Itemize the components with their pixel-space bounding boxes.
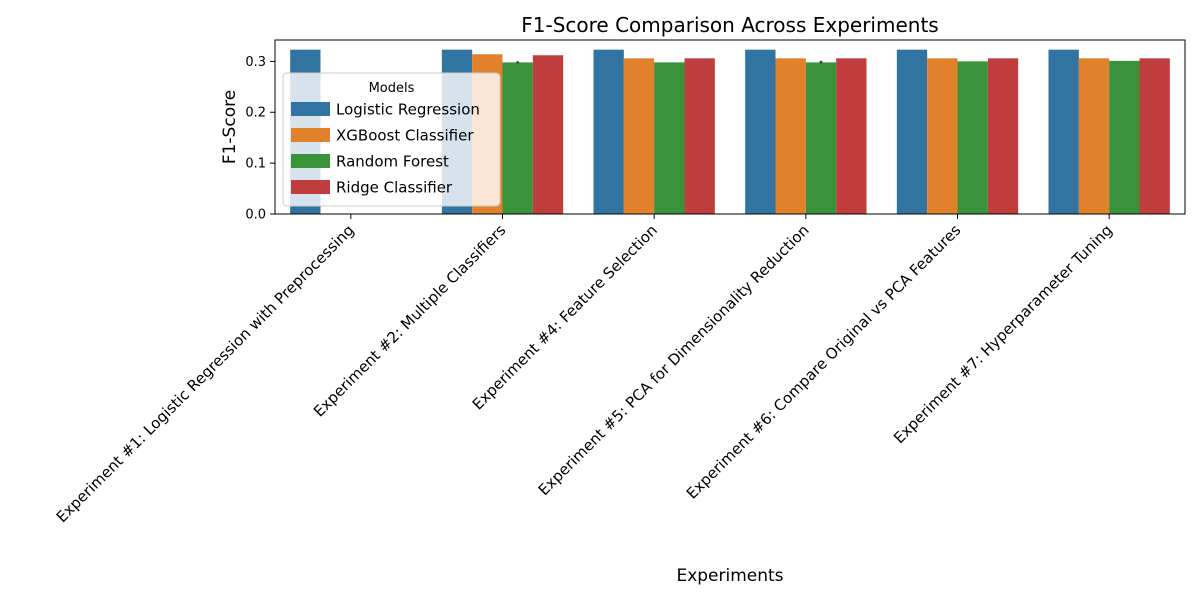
legend-swatch (291, 180, 330, 194)
bar-logistic-regression-2 (593, 49, 624, 214)
bar-ridge-classifier-3 (836, 58, 867, 214)
bar-random-forest-1 (502, 62, 533, 214)
legend-swatch (291, 102, 330, 116)
bar-logistic-regression-4 (896, 49, 928, 214)
y-tick-label: 0.0 (245, 208, 266, 223)
legend-box (282, 72, 501, 207)
bar-random-forest-5 (1109, 60, 1140, 214)
x-tick-label: Experiment #6: Compare Original vs PCA F… (683, 221, 965, 503)
bar-random-forest-3 (805, 62, 837, 214)
legend-swatch (291, 154, 330, 168)
bar-ridge-classifier-4 (987, 58, 1019, 214)
legend: Models Logistic Regression XGBoost Classif… (282, 72, 501, 207)
legend-label: Logistic Regression (336, 101, 480, 119)
legend-title: Models (369, 81, 415, 96)
x-axis-label: Experiments (676, 566, 783, 586)
bar-logistic-regression-3 (745, 49, 776, 214)
y-axis-label: F1-Score (220, 90, 240, 164)
y-tick-label: 0.3 (245, 55, 266, 70)
x-tick-label: Experiment #4: Feature Selection (469, 221, 661, 413)
x-tick-label: Experiment #5: PCA for Dimensionality Re… (535, 221, 813, 499)
bar-xgboost-classifier-3 (775, 58, 806, 214)
bar-xgboost-classifier-2 (623, 58, 655, 214)
bar-ridge-classifier-1 (532, 55, 564, 215)
legend-label: Random Forest (336, 153, 449, 171)
x-axis: Experiment #1: Logistic Regression with … (53, 214, 1116, 526)
chart-title: F1-Score Comparison Across Experiments (521, 13, 938, 37)
bar-logistic-regression-5 (1048, 49, 1079, 214)
plot-area-frame (274, 39, 1186, 215)
x-tick-label: Experiment #1: Logistic Regression with … (53, 221, 358, 526)
bar-ridge-classifier-5 (1139, 58, 1170, 214)
y-axis: 0.0 0.1 0.2 0.3 (245, 55, 275, 223)
bar-random-forest-2 (654, 62, 685, 214)
y-tick-label: 0.2 (245, 106, 266, 121)
error-bars-layer (516, 60, 823, 64)
bar-xgboost-classifier-5 (1078, 58, 1110, 214)
legend-swatch (291, 128, 330, 142)
bar-ridge-classifier-2 (684, 58, 715, 214)
y-tick-label: 0.1 (245, 157, 266, 172)
bar-xgboost-classifier-4 (927, 58, 958, 214)
legend-label: Ridge Classifier (336, 179, 453, 197)
legend-label: XGBoost Classifier (336, 127, 474, 145)
bar-random-forest-4 (957, 61, 988, 215)
